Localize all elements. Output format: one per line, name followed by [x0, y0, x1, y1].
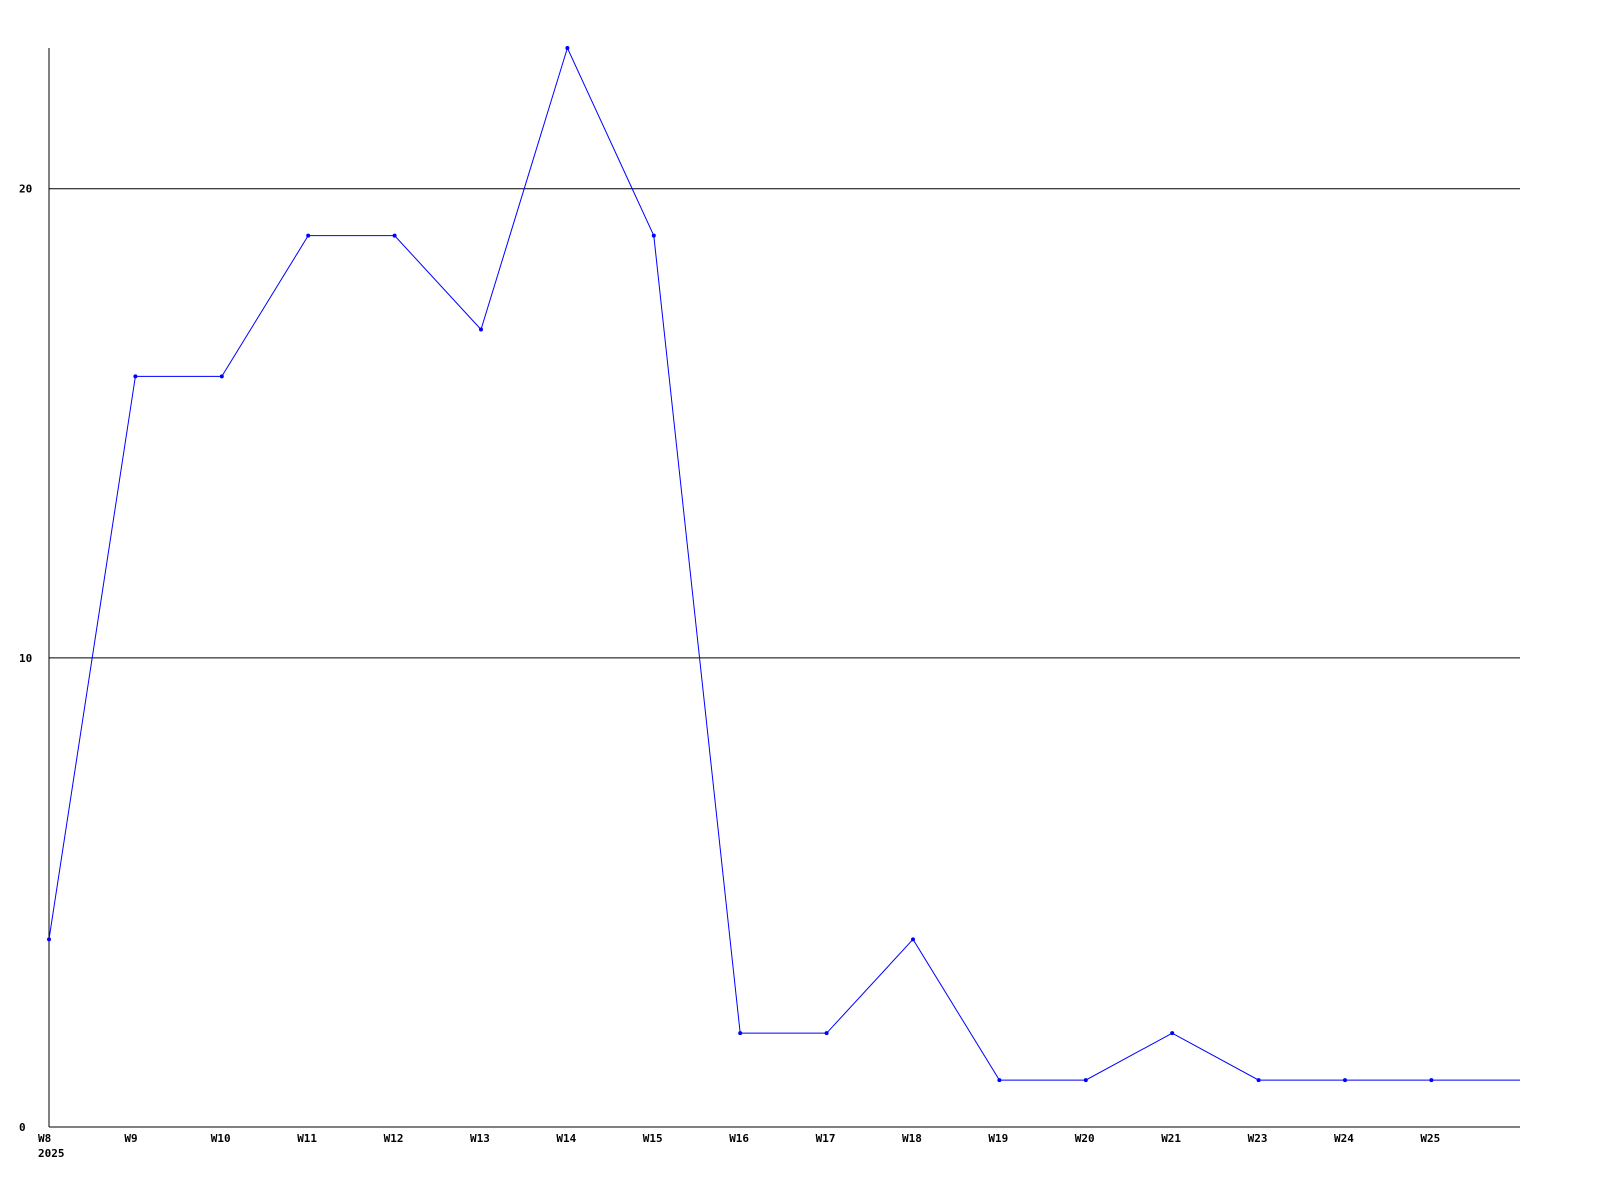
x-tick-label: W11 — [297, 1132, 317, 1145]
x-tick-label: W19 — [988, 1132, 1008, 1145]
data-point — [479, 327, 483, 332]
x-tick-label: W23 — [1248, 1132, 1268, 1145]
year-label: 2025 — [38, 1147, 65, 1160]
data-point — [824, 1031, 829, 1036]
y-tick-label: 20 — [19, 183, 32, 196]
data-point — [47, 937, 51, 942]
data-point — [565, 46, 570, 50]
x-tick-label: W25 — [1420, 1132, 1440, 1145]
x-tick-label: W8 — [38, 1132, 51, 1145]
x-tick-label: W9 — [124, 1132, 137, 1145]
data-point — [219, 374, 224, 379]
y-tick-label: 0 — [19, 1121, 26, 1134]
x-tick-label: W13 — [470, 1132, 490, 1145]
data-point — [1343, 1078, 1347, 1083]
grid-lines — [49, 188, 1520, 659]
x-tick-label: W10 — [211, 1132, 231, 1145]
x-tick-label: W24 — [1334, 1132, 1354, 1145]
data-point — [1170, 1031, 1175, 1036]
data-point — [1256, 1078, 1261, 1083]
x-tick-labels: W8 W9 W10 W11 W12 W13 W14 W15 W16 W17 W18 W19 W20 W21… — [38, 1132, 1440, 1145]
x-tick-label: W12 — [384, 1132, 404, 1145]
y-tick-labels: 0 10 20 — [19, 183, 32, 1134]
data-point — [997, 1078, 1002, 1083]
y-tick-label: 10 — [19, 652, 32, 665]
x-tick-label: W17 — [816, 1132, 836, 1145]
x-tick-label: W15 — [643, 1132, 663, 1145]
x-tick-label: W18 — [902, 1132, 922, 1145]
data-point — [306, 233, 311, 238]
series-path — [48, 46, 1520, 1081]
x-tick-label: W14 — [556, 1132, 576, 1145]
series-line — [47, 46, 1520, 1083]
data-point — [911, 937, 915, 942]
x-tick-label: W20 — [1075, 1132, 1095, 1145]
x-tick-label: W21 — [1161, 1132, 1181, 1145]
data-point — [651, 233, 656, 238]
data-point — [1429, 1078, 1434, 1083]
x-tick-label: W16 — [729, 1132, 749, 1145]
data-point — [1083, 1078, 1088, 1083]
axes — [48, 48, 1520, 1128]
data-point — [392, 233, 397, 238]
data-point — [738, 1031, 743, 1036]
data-point — [133, 374, 138, 379]
